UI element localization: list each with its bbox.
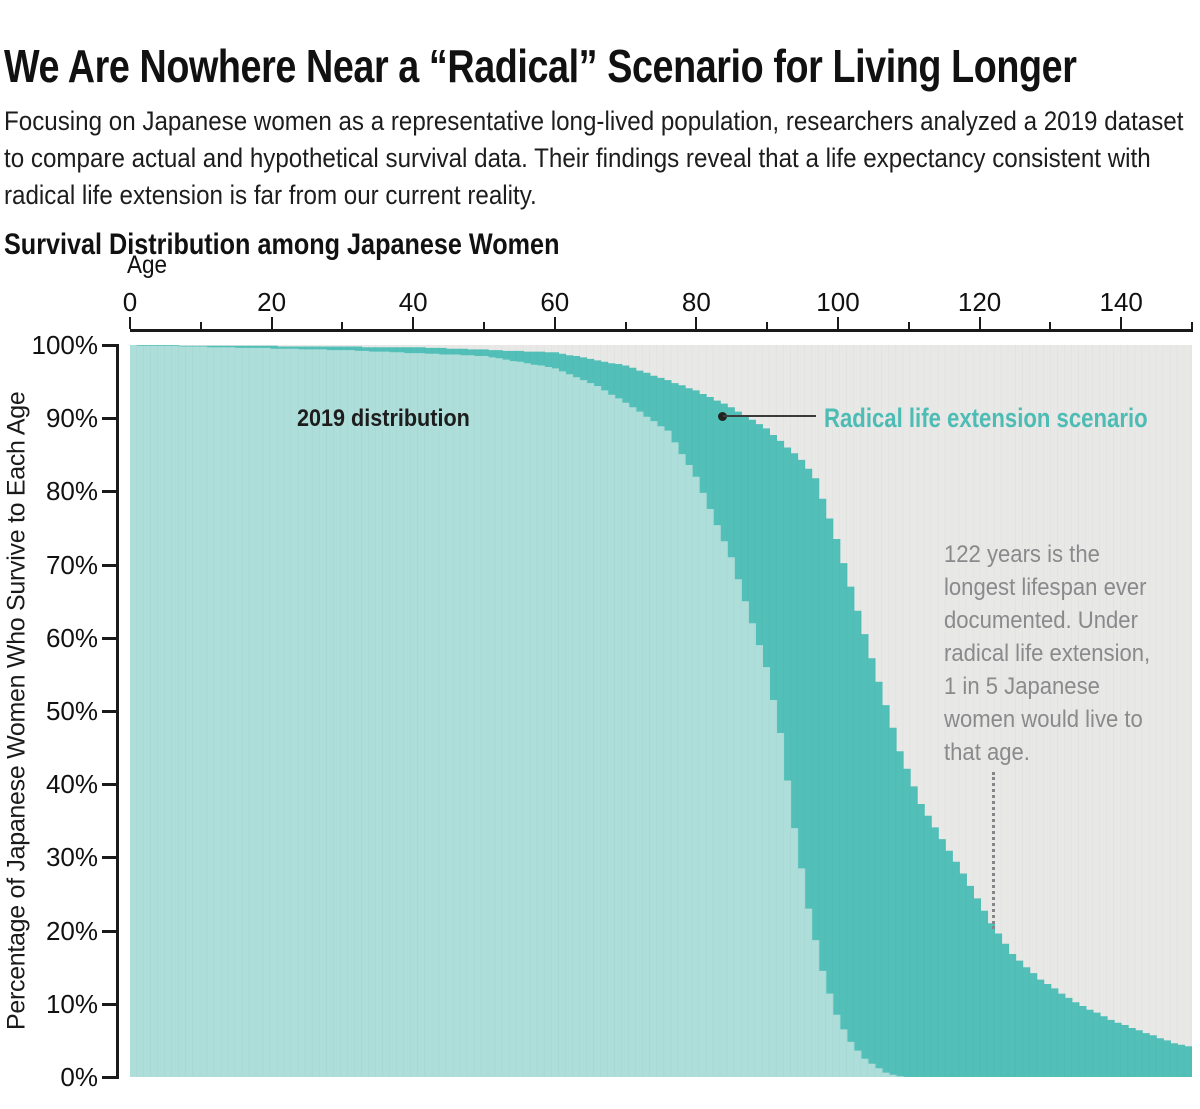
x-minor-tick <box>1049 322 1052 329</box>
y-tick-label: 100% <box>31 330 99 360</box>
x-major-tick <box>1120 317 1123 329</box>
y-tick <box>102 563 117 567</box>
y-tick <box>102 1002 117 1006</box>
x-tick-label: 80 <box>681 287 711 317</box>
x-minor-tick <box>483 322 485 329</box>
legend-callout-dot <box>718 412 727 421</box>
y-tick <box>102 856 117 860</box>
y-tick-label: 50% <box>45 696 98 726</box>
x-axis-title: Age <box>127 251 168 279</box>
x-major-tick <box>695 317 698 329</box>
x-axis-line <box>130 329 1193 332</box>
x-tick-label: 40 <box>398 287 428 317</box>
x-major-tick <box>837 317 839 329</box>
area-2019-path <box>130 345 1192 1077</box>
x-major-tick <box>129 317 131 329</box>
chart-title: Survival Distribution among Japanese Wom… <box>4 227 560 261</box>
x-major-tick <box>270 317 273 329</box>
x-major-tick <box>412 317 415 329</box>
x-minor-tick <box>341 322 344 329</box>
x-tick-label: 100 <box>816 287 860 317</box>
y-tick-label: 10% <box>45 988 98 1019</box>
y-tick <box>102 783 117 787</box>
y-axis-line <box>116 344 119 1079</box>
y-tick <box>102 929 117 933</box>
series-label-radical: Radical life extension scenario <box>824 403 1148 433</box>
y-tick <box>102 710 117 713</box>
y-tick <box>102 344 117 347</box>
x-minor-tick <box>1191 322 1193 329</box>
x-minor-tick <box>624 322 627 329</box>
legend-callout-line <box>723 415 816 417</box>
page-subtitle: Focusing on Japanese women as a represen… <box>4 106 1184 210</box>
x-major-tick <box>978 317 981 329</box>
y-tick <box>102 417 117 421</box>
y-tick-label: 80% <box>45 476 98 507</box>
annotation-pointer-dotted-line <box>992 772 995 929</box>
y-tick-label: 60% <box>45 622 98 653</box>
y-tick-label: 0% <box>60 1062 98 1092</box>
annotation-122-years: 122 years is the longest lifespan ever d… <box>944 541 1151 766</box>
x-major-tick <box>553 317 556 329</box>
x-tick-label: 120 <box>957 287 1002 317</box>
y-tick <box>102 1076 117 1079</box>
y-tick <box>102 490 117 494</box>
y-tick-label: 40% <box>45 769 98 800</box>
x-minor-tick <box>766 322 769 329</box>
x-minor-tick <box>199 322 202 329</box>
series-label-2019: 2019 distribution <box>297 405 470 432</box>
y-tick <box>102 636 117 640</box>
x-tick-label: 0 <box>122 287 138 317</box>
y-tick-label: 70% <box>45 549 98 580</box>
y-tick-label: 30% <box>45 842 98 873</box>
y-tick-label: 90% <box>45 403 98 434</box>
x-tick-label: 140 <box>1099 287 1143 317</box>
page-title: We Are Nowhere Near a “Radical” Scenario… <box>4 39 1077 92</box>
y-tick-label: 20% <box>45 915 98 946</box>
x-tick-label: 60 <box>540 287 570 317</box>
x-minor-tick <box>907 322 910 329</box>
x-tick-label: 20 <box>257 287 287 317</box>
survival-chart-plot <box>130 345 1192 1077</box>
